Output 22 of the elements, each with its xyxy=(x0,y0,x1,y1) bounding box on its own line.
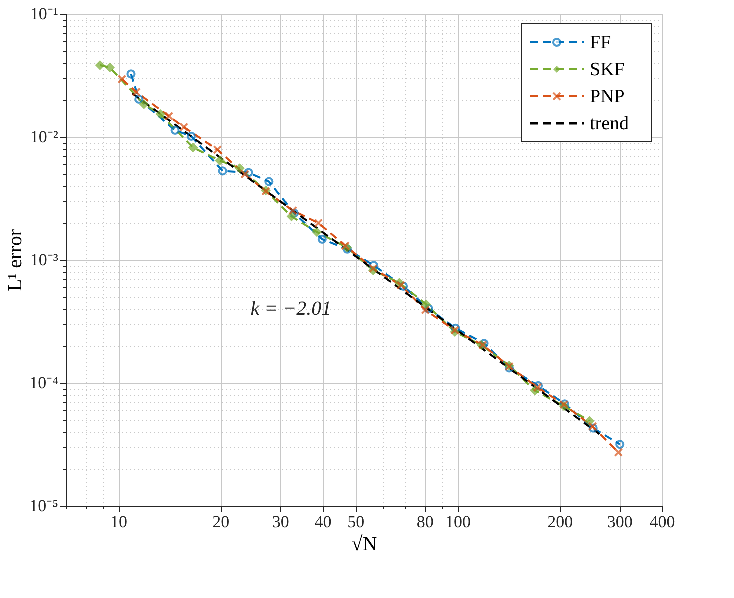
x-tick-label: 400 xyxy=(650,512,676,532)
y-tick-label: 10⁻² xyxy=(30,128,58,146)
annotation: k = −2.01 xyxy=(250,298,332,320)
x-tick-label: 80 xyxy=(416,512,434,532)
x-tick-label: 40 xyxy=(314,512,332,532)
x-tick-label: 300 xyxy=(607,512,633,532)
legend-label: FF xyxy=(590,32,612,54)
x-axis-title: √N xyxy=(352,534,378,556)
y-tick-label: 10⁻⁵ xyxy=(30,496,59,516)
y-tick-label: 10⁻¹ xyxy=(30,4,58,24)
x-tick-label: 10 xyxy=(110,512,128,532)
x-tick-label: 50 xyxy=(348,512,365,532)
y-tick-label: 10⁻³ xyxy=(30,250,58,270)
x-tick-label: 20 xyxy=(212,512,230,532)
x-tick-label: 100 xyxy=(446,512,472,532)
legend-label: PNP xyxy=(590,86,625,108)
y-tick-label: 10⁻⁴ xyxy=(30,374,59,392)
x-tick-label: 200 xyxy=(548,512,574,532)
legend-label: trend xyxy=(590,114,630,134)
legend-label: SKF xyxy=(590,60,625,80)
y-axis-title: L¹ error xyxy=(4,229,27,292)
x-tick-label: 30 xyxy=(272,512,290,532)
